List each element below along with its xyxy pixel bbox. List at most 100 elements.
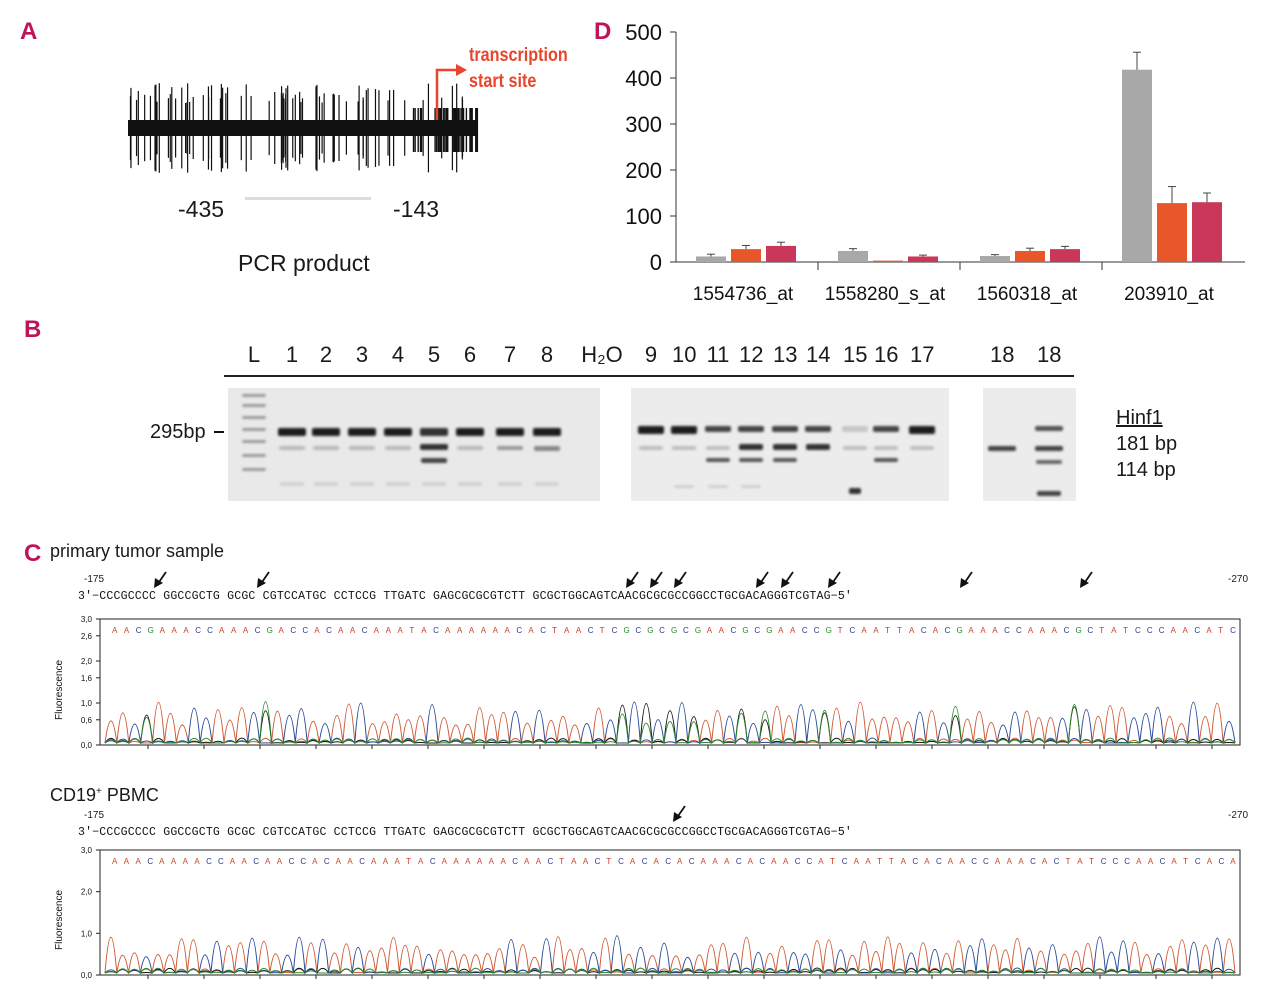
base-call: A — [653, 857, 659, 866]
base-call: C — [290, 626, 296, 635]
base-call: A — [995, 857, 1001, 866]
gel-band — [385, 446, 411, 450]
lane-label: 15 — [843, 342, 868, 367]
methylation-arrowhead — [960, 578, 969, 588]
base-call: A — [481, 626, 487, 635]
gel-band — [386, 482, 410, 486]
gel-band — [806, 444, 830, 450]
gel-band — [706, 458, 730, 462]
base-call: A — [493, 626, 499, 635]
base-call: A — [418, 857, 424, 866]
base-call: A — [1171, 857, 1177, 866]
bar — [980, 256, 1010, 262]
methylation-arrowhead — [828, 578, 837, 588]
gel-band — [350, 482, 374, 486]
base-call: A — [724, 857, 730, 866]
y-tick-label: 1,0 — [81, 929, 93, 938]
lane-label: 4 — [391, 342, 405, 367]
base-call: T — [600, 626, 605, 635]
base-call: C — [433, 626, 439, 635]
base-call: T — [559, 857, 564, 866]
x-category-label: 203910_at — [1124, 284, 1215, 305]
base-call: C — [218, 857, 224, 866]
chromatogram-2-ylabel: Fluorescence — [54, 890, 65, 950]
base-call: C — [842, 857, 848, 866]
size-marker-label: 295bp — [150, 421, 206, 443]
base-call: C — [300, 857, 306, 866]
gel-band — [422, 482, 446, 486]
bar — [1122, 69, 1152, 262]
lane-label: 6 — [463, 342, 477, 367]
gel-band — [773, 458, 797, 462]
base-call: C — [665, 857, 671, 866]
fragment-label-1: 181 bp — [1116, 433, 1178, 455]
y-tick-label: 2,0 — [81, 657, 93, 666]
lane-label: 9 — [644, 342, 658, 367]
bar — [908, 256, 938, 262]
base-call: C — [289, 857, 295, 866]
base-call: C — [945, 626, 951, 635]
gel-band — [874, 458, 898, 462]
gel-panel-3 — [983, 388, 1076, 501]
lane-label: 14 — [806, 342, 831, 367]
base-call: C — [362, 626, 368, 635]
base-call: A — [818, 857, 824, 866]
sequence-1: 3'−CCCGCCCC GGCCGCTG GCGC CGTCCATGC CCTC… — [78, 590, 853, 603]
base-call: A — [160, 626, 166, 635]
y-tick-label: 0,0 — [81, 741, 93, 750]
gel-band — [772, 426, 798, 432]
enzyme-label: Hinf1 — [1116, 407, 1163, 429]
base-call: C — [1016, 626, 1022, 635]
bar — [1192, 202, 1222, 262]
gel-band — [534, 446, 560, 451]
gel-band — [843, 446, 867, 450]
base-call: A — [783, 857, 789, 866]
base-call: G — [766, 626, 772, 635]
sample2-title-sup: + — [96, 786, 102, 797]
base-call: A — [630, 857, 636, 866]
bar — [731, 249, 761, 262]
base-call: A — [183, 626, 189, 635]
base-call: T — [1065, 857, 1070, 866]
base-call: A — [469, 626, 475, 635]
base-call: A — [421, 626, 427, 635]
base-call: A — [909, 626, 915, 635]
size-marker-dash — [214, 431, 224, 433]
base-call: A — [748, 857, 754, 866]
sample2-title: CD19+ PBMC — [50, 785, 159, 806]
promoter-bar — [128, 120, 478, 136]
base-call: C — [588, 626, 594, 635]
base-call: A — [397, 626, 403, 635]
gel-band — [533, 428, 561, 436]
base-call: C — [921, 626, 927, 635]
base-call: A — [790, 626, 796, 635]
gel-band — [242, 394, 266, 397]
gel-band — [1037, 491, 1061, 496]
panel-label-b: B — [24, 316, 42, 343]
pcr-product-label: PCR product — [238, 250, 370, 276]
base-call: A — [701, 857, 707, 866]
base-call: A — [861, 626, 867, 635]
gel-band — [739, 458, 763, 462]
gel-band — [420, 444, 448, 450]
lane-label: 10 — [672, 342, 697, 367]
gel-band — [242, 404, 266, 407]
base-call: A — [576, 626, 582, 635]
gel-band — [420, 428, 448, 436]
base-call: A — [1183, 626, 1189, 635]
base-call: C — [207, 626, 213, 635]
lane-label: 18 — [990, 342, 1015, 367]
base-call: A — [347, 857, 353, 866]
base-call: C — [795, 857, 801, 866]
base-call: C — [983, 857, 989, 866]
base-call: A — [1206, 626, 1212, 635]
base-call: C — [516, 626, 522, 635]
y-tick-label: 0,0 — [81, 971, 93, 980]
y-tick-label: 300 — [625, 112, 662, 137]
base-call: C — [1124, 857, 1130, 866]
methylation-arrowhead — [626, 578, 635, 588]
base-call: C — [1113, 857, 1119, 866]
base-call: A — [1171, 626, 1177, 635]
base-call: C — [802, 626, 808, 635]
base-call: A — [277, 857, 283, 866]
